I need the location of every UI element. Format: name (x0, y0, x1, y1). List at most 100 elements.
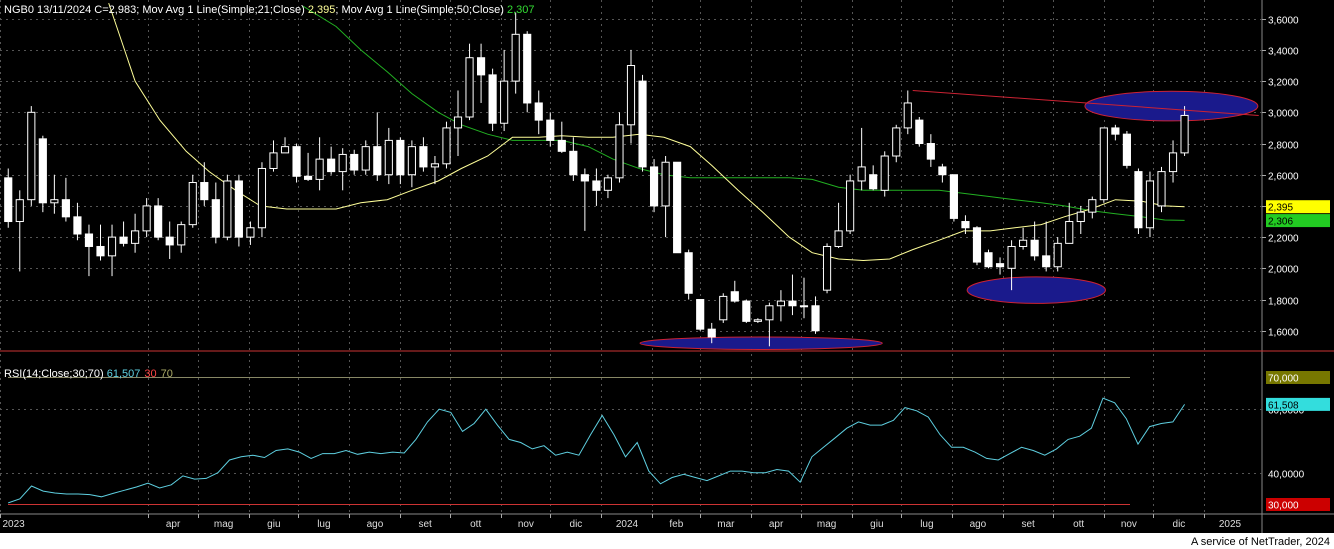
candle-up (892, 127, 901, 157)
candle-up (857, 166, 866, 182)
resistance-trendline (912, 89, 1259, 116)
candle-down (73, 216, 82, 235)
last-value-badge (1266, 214, 1330, 228)
candle-up (131, 230, 140, 244)
x-tick-label: apr (166, 519, 181, 530)
chart-background (0, 0, 1334, 533)
candle-up (719, 295, 728, 321)
candle-down (292, 146, 301, 177)
candle-up (822, 245, 832, 291)
candle-up (177, 224, 186, 246)
candle-down (4, 177, 13, 223)
candle-up (1053, 242, 1062, 268)
rsi-level-badge-text: 70,000 (1268, 374, 1299, 385)
x-tick-label: mag (214, 519, 233, 530)
candle-down (730, 291, 739, 302)
rsi-last-value-badge-text: 61,508 (1268, 400, 1299, 411)
candle-down (154, 205, 163, 238)
candle-down (200, 182, 209, 201)
candle-down (926, 143, 935, 160)
candle-up (1168, 152, 1178, 173)
x-tick-label: nov (1121, 519, 1137, 530)
candle-down (869, 174, 878, 190)
ma50-legend-value: 2,307 (506, 4, 535, 16)
x-tick-label: set (1021, 519, 1035, 530)
candle-up (430, 163, 440, 168)
candle-up (107, 236, 117, 257)
candle-down (569, 150, 578, 176)
rsi-legend: RSI(14;Close;30;70) 61,507 30 70 (4, 368, 173, 380)
x-tick-label: ott (1073, 519, 1084, 530)
candle-down (373, 146, 382, 176)
rsi-level-badge (1266, 498, 1330, 511)
x-tick-label: apr (769, 519, 784, 530)
candle-down (696, 299, 705, 330)
candle-up (188, 182, 197, 226)
candle-up (776, 300, 785, 307)
candle-up (1180, 114, 1189, 154)
candle-down (1030, 239, 1039, 257)
candle-down (1122, 133, 1131, 166)
annotation-ellipse (639, 336, 883, 350)
x-tick-label: 2024 (616, 519, 639, 530)
rsi-legend-high: 70 (160, 368, 173, 380)
candle-up (765, 305, 774, 321)
x-tick-label: ago (970, 519, 987, 530)
candle-up (142, 205, 151, 232)
candle-up (280, 146, 290, 154)
rsi-level-badge (1266, 371, 1330, 384)
candle-up (223, 180, 232, 238)
x-tick-label: set (418, 519, 432, 530)
price-tick-label: 3,6000 (1268, 16, 1299, 27)
candle-up (453, 116, 463, 129)
price-tick-label: 1,6000 (1268, 328, 1299, 339)
candle-up (407, 146, 416, 176)
candle-up (1099, 127, 1108, 201)
candle-up (27, 111, 36, 201)
candle-up (880, 155, 889, 191)
candle-down (84, 233, 94, 247)
footer-credit: A service of NetTrader, 2024 (1191, 536, 1330, 548)
candle-up (338, 153, 347, 173)
price-tick-label: 3,0000 (1268, 109, 1299, 120)
candle-down (580, 174, 589, 182)
candle-up (500, 80, 509, 124)
rsi-tick-label: 60,0000 (1268, 406, 1305, 417)
candle-down (304, 175, 313, 180)
x-tick-label: dic (570, 519, 583, 530)
candle-up (1065, 221, 1074, 244)
rsi-last-value-badge (1266, 397, 1330, 411)
x-tick-label: lug (920, 519, 933, 530)
footer-background (0, 533, 1334, 549)
candle-up (1007, 245, 1016, 269)
candle-down (419, 146, 428, 168)
price-legend: NGB0 13/11/2024 C=2,983; Mov Avg 1 Line(… (4, 4, 534, 16)
candle-up (903, 102, 912, 129)
rsi-line (8, 397, 1186, 504)
candle-down (477, 57, 486, 76)
candle-up (615, 124, 624, 179)
candle-up (361, 146, 370, 171)
candle-down (995, 263, 1005, 268)
candle-down (534, 102, 543, 121)
candle-down (488, 74, 497, 124)
candle-down (1111, 127, 1120, 135)
candle-up (626, 65, 636, 126)
x-tick-label: lug (317, 519, 330, 530)
candle-down (396, 139, 405, 176)
candle-up (1019, 239, 1028, 247)
last-value-badge-text: 2,395 (1268, 203, 1293, 214)
candle-down (707, 328, 716, 338)
candle-down (972, 227, 982, 263)
candle-down (61, 199, 70, 218)
candle-down (165, 236, 174, 246)
ma21-legend-label: Mov Avg 1 Line(Simple;21;Close) (142, 4, 308, 16)
x-tick-label: giu (870, 519, 883, 530)
candle-down (788, 300, 797, 307)
candle-up (465, 57, 474, 118)
candle-down (949, 174, 958, 219)
candle-down (638, 80, 647, 168)
candle-down (38, 138, 47, 204)
x-tick-label: mar (717, 519, 735, 530)
